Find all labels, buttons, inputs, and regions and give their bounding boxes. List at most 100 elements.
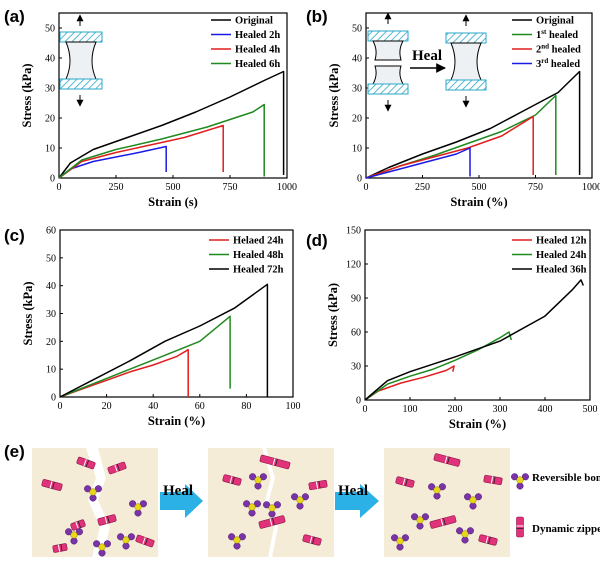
y-tick-label: 20: [352, 114, 362, 125]
y-axis-title: Stress (kPa): [327, 63, 341, 127]
y-tick-label: 60: [46, 226, 56, 237]
series-line: [364, 331, 513, 401]
panel-label-d: (d): [306, 231, 328, 250]
x-axis-title: Strain (s): [148, 195, 198, 209]
x-tick-label: 1000: [582, 182, 600, 193]
y-tick-label: 0: [356, 396, 361, 407]
reversible-bond-icon: [249, 473, 267, 490]
reversible-bond-icon: [263, 501, 281, 518]
dynamic-zipper-icon: [52, 543, 68, 553]
reversible-bond-icon: [93, 540, 111, 557]
y-tick-label: 10: [352, 144, 362, 155]
x-tick-label: 400: [538, 404, 553, 415]
panel-label-c: (c): [4, 226, 25, 245]
legend-entry: 1st healed: [536, 28, 578, 41]
y-tick-label: 150: [346, 226, 361, 237]
heal-arrow-2: [335, 484, 379, 518]
y-axis-title: Stress (kPa): [326, 283, 340, 347]
dynamic-zipper-icon: [107, 461, 127, 475]
reversible-bond-icon: [65, 528, 83, 545]
dynamic-zipper-icon: [41, 479, 63, 491]
x-axis-title: Strain (%): [449, 417, 506, 431]
x-tick-label: 20: [102, 401, 112, 412]
dynamic-zipper-icon: [222, 474, 242, 486]
dynamic-zipper-icon: [433, 453, 461, 467]
y-tick-label: 50: [45, 24, 55, 35]
legend-entry: Healed 24h: [536, 250, 587, 261]
x-tick-label: 250: [415, 182, 430, 193]
legend-entry: Healed 12h: [536, 236, 587, 247]
legend-entry: 2nd healed: [536, 43, 581, 56]
reversible-bond-icon: [391, 534, 409, 551]
molecules-layer: [41, 453, 529, 557]
heal-label-inset: Heal: [412, 48, 442, 64]
reversible-bond-icon: [291, 493, 309, 510]
legend-zipper-label: Dynamic zipper: [532, 523, 600, 535]
legend-entry: Healed 6h: [235, 59, 280, 70]
y-tick-label: 10: [46, 365, 56, 376]
reversible-bond-icon: [117, 533, 135, 550]
plot-frame: [364, 229, 591, 401]
reversible-bond-icon: [464, 493, 482, 510]
dynamic-zipper-icon: [97, 514, 117, 526]
reversible-bond-icon: [228, 533, 246, 550]
y-tick-label: 120: [346, 260, 361, 271]
y-tick-label: 90: [351, 294, 361, 305]
x-tick-label: 750: [223, 182, 238, 193]
panel-label-e: (e): [4, 442, 25, 461]
healing-scheme: Heal Heal Reversible bonding Dynamic zip…: [32, 448, 600, 557]
x-axis-title: Strain (%): [148, 414, 205, 428]
series-line: [364, 279, 584, 401]
dynamic-zipper-icon: [76, 456, 96, 470]
series-line: [59, 315, 231, 398]
legend-entry: Helaed 24h: [233, 236, 284, 247]
y-tick-label: 20: [45, 114, 55, 125]
series-line: [58, 103, 265, 179]
panel-label-b: (b): [306, 7, 328, 26]
x-tick-label: 1000: [277, 182, 297, 193]
y-tick-label: 40: [352, 54, 362, 65]
legend-entry: Healed 36h: [536, 265, 587, 276]
y-axis-title: Stress (kPa): [21, 281, 35, 345]
y-axis-title: Stress (kPa): [20, 63, 34, 127]
legend-entry: Healed 72h: [233, 265, 284, 276]
dynamic-zipper-icon: [302, 534, 322, 546]
x-tick-label: 200: [448, 404, 463, 415]
dynamic-zipper-icon: [308, 479, 328, 491]
x-tick-label: 0: [363, 404, 368, 415]
x-tick-label: 80: [241, 401, 251, 412]
reversible-bond-icon: [243, 500, 261, 517]
reversible-bond-icon: [428, 483, 446, 500]
y-tick-label: 50: [46, 253, 56, 264]
chart-b: 0 250 500 750 1000 0 10 20 30 40 50 Strain (%) Stres…: [327, 12, 600, 209]
y-tick-label: 30: [352, 84, 362, 95]
legend-entry: 3rd healed: [536, 57, 580, 70]
series-line: [59, 348, 189, 398]
legend-entry: Healed 4h: [235, 45, 280, 56]
crack-gap-narrow: [262, 448, 278, 557]
reversible-bond-icon: [411, 513, 429, 530]
dynamic-zipper-icon: [429, 515, 457, 529]
reversible-bond-icon: [84, 485, 102, 502]
y-tick-label: 30: [46, 309, 56, 320]
y-tick-label: 0: [51, 393, 56, 404]
series-line: [365, 147, 471, 179]
crack-gap: [86, 448, 110, 557]
y-tick-label: 10: [45, 144, 55, 155]
y-tick-label: 30: [45, 84, 55, 95]
x-tick-label: 0: [58, 401, 63, 412]
chart-c: 0 20 40 60 80 100 0 10 20 30 40 50 60 Strain (%) Stres…: [21, 226, 301, 429]
legend-entry: Healed 2h: [235, 30, 280, 41]
y-tick-label: 20: [46, 337, 56, 348]
reversible-bond-icon: [511, 473, 529, 490]
x-tick-label: 100: [286, 401, 301, 412]
legend-entry: Original: [536, 16, 574, 27]
x-tick-label: 500: [583, 404, 598, 415]
x-tick-label: 300: [493, 404, 508, 415]
y-tick-label: 40: [45, 54, 55, 65]
y-tick-label: 40: [46, 281, 56, 292]
y-tick-label: 50: [352, 24, 362, 35]
panel-label-a: (a): [4, 7, 25, 26]
series-line: [365, 70, 581, 179]
series-line: [365, 115, 534, 179]
